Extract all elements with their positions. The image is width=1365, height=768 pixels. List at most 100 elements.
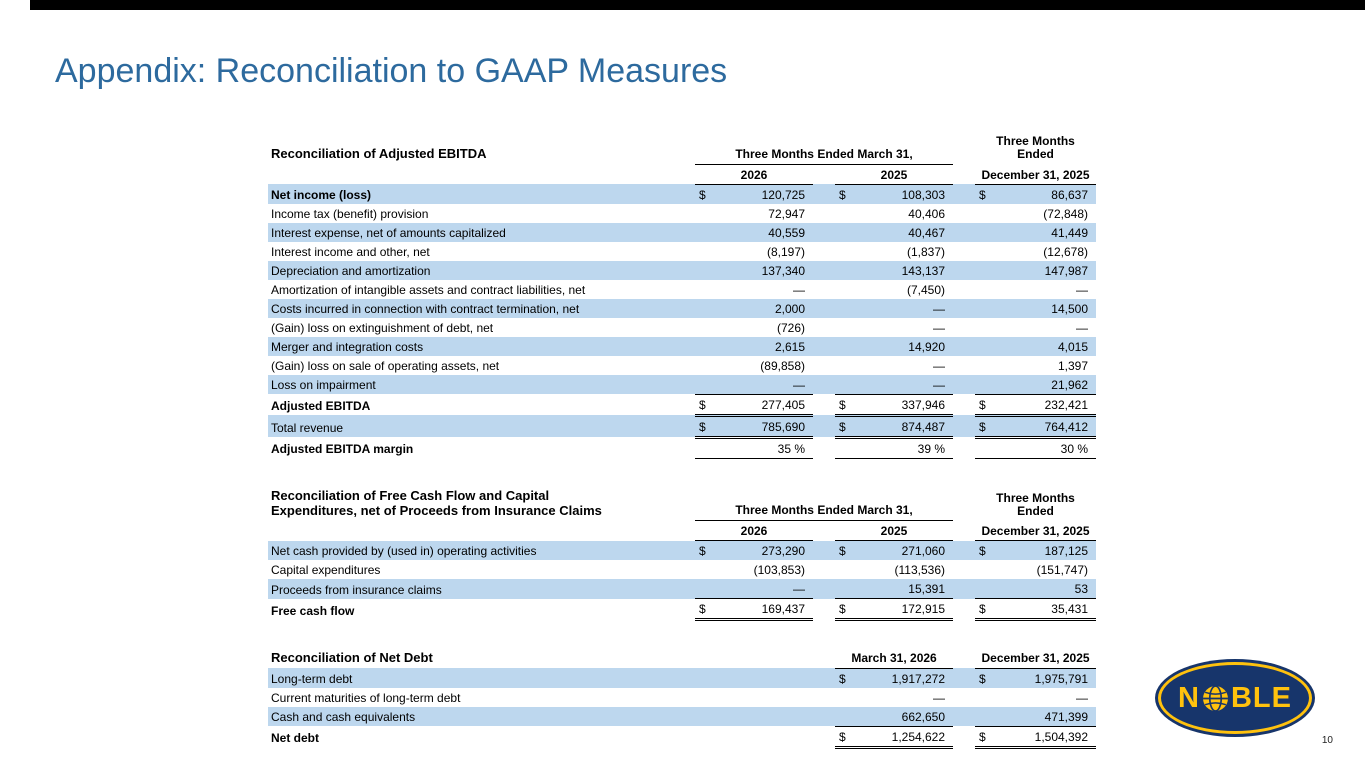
table-row: Amortization of intangible assets and co… — [268, 280, 1096, 299]
cell-value: 39 % — [835, 437, 953, 459]
cell-value: $337,946 — [835, 393, 953, 417]
cell-value: $187,125 — [975, 540, 1096, 560]
row-label: (Gain) loss on sale of operating assets,… — [271, 358, 500, 373]
table-row: (Gain) loss on sale of operating assets,… — [268, 356, 1096, 375]
currency-symbol: $ — [979, 419, 986, 434]
table-row: Loss on impairment — — 21,962 — [268, 374, 1096, 394]
cell-value: $172,915 — [835, 598, 953, 621]
currency-symbol: $ — [699, 187, 706, 202]
currency-symbol: $ — [699, 397, 706, 412]
cell-value: (72,848) — [1043, 206, 1088, 221]
column-group-header: Three Months Ended March 31, — [695, 132, 953, 165]
currency-symbol: $ — [979, 187, 986, 202]
row-label: Merger and integration costs — [268, 336, 695, 356]
cell-value: (726) — [776, 320, 805, 335]
cell-value: $277,405 — [695, 393, 813, 417]
cell-value: 471,399 — [975, 706, 1097, 727]
column-header: December 31, 2025 — [975, 647, 1097, 669]
cell-value: 1,397 — [1057, 358, 1088, 373]
currency-symbol: $ — [839, 671, 846, 686]
column-header: 2025 — [835, 164, 953, 185]
currency-symbol: $ — [979, 602, 986, 616]
column-header: December 31, 2025 — [975, 164, 1096, 185]
free-cash-flow-table: Reconciliation of Free Cash Flow and Cap… — [268, 484, 1096, 621]
page-title: Appendix: Reconciliation to GAAP Measure… — [55, 52, 728, 90]
table-row: Interest income and other, net (8,197) (… — [268, 242, 1096, 261]
cell-value: (1,837) — [906, 244, 945, 259]
table-title: Reconciliation of Free Cash Flow and Cap… — [271, 487, 602, 518]
cell-value: $86,637 — [975, 184, 1096, 204]
cell-value: 137,340 — [695, 260, 813, 280]
currency-symbol: $ — [839, 544, 846, 558]
table-row: Income tax (benefit) provision 72,947 40… — [268, 204, 1096, 223]
top-accent-bar — [30, 0, 1365, 10]
currency-symbol: $ — [839, 187, 846, 202]
cell-value: 2,615 — [695, 336, 813, 356]
noble-logo: N BLE — [1158, 662, 1312, 734]
table-title: Reconciliation of Net Debt — [271, 650, 433, 665]
row-label: Cash and cash equivalents — [268, 706, 836, 726]
row-label: Total revenue — [268, 415, 695, 437]
table-title: Reconciliation of Adjusted EBITDA — [271, 146, 487, 161]
row-label: Amortization of intangible assets and co… — [271, 282, 586, 297]
adjusted-ebitda-table: Reconciliation of Adjusted EBITDA Three … — [268, 132, 1096, 459]
cell-value: $764,412 — [975, 415, 1096, 439]
row-label: Current maturities of long-term debt — [271, 690, 461, 705]
table-row: (Gain) loss on extinguishment of debt, n… — [268, 318, 1096, 337]
table-row: Interest expense, net of amounts capital… — [268, 222, 1096, 242]
cell-value: (89,858) — [760, 358, 805, 373]
column-header: 2026 — [695, 520, 813, 541]
row-label: Income tax (benefit) provision — [271, 206, 429, 221]
row-label: Adjusted EBITDA margin — [271, 442, 414, 456]
cell-value: (7,450) — [906, 282, 945, 297]
currency-symbol: $ — [699, 544, 706, 558]
cell-value: — — [835, 374, 953, 394]
cell-value: (113,536) — [894, 563, 945, 577]
currency-symbol: $ — [839, 419, 846, 434]
cell-value: 14,500 — [975, 298, 1096, 318]
row-label: Net debt — [271, 731, 319, 745]
column-header: December 31, 2025 — [975, 520, 1096, 541]
cell-value: $35,431 — [975, 598, 1096, 621]
column-header-row: Reconciliation of Net Debt March 31, 202… — [268, 647, 1097, 669]
net-debt-table: Reconciliation of Net Debt March 31, 202… — [268, 647, 1097, 749]
currency-symbol: $ — [839, 602, 846, 616]
column-group-header-right: Three Months Ended — [996, 490, 1075, 518]
cell-value: 72,947 — [768, 206, 805, 221]
cell-value: $232,421 — [975, 393, 1096, 417]
cell-value: $1,975,791 — [975, 668, 1097, 688]
cell-value: $1,917,272 — [835, 668, 954, 688]
column-header: 2026 — [695, 164, 813, 185]
cell-value: 662,650 — [835, 706, 954, 727]
table-row: Capital expenditures (103,853) (113,536)… — [268, 560, 1096, 579]
table-row: Current maturities of long-term debt — — — [268, 688, 1096, 707]
currency-symbol: $ — [979, 671, 986, 686]
cell-value: $1,254,622 — [835, 726, 954, 749]
globe-icon — [1203, 684, 1228, 712]
page-number: 10 — [1321, 735, 1333, 746]
cell-value: 14,920 — [835, 336, 953, 356]
cell-value: — — [1076, 282, 1088, 297]
row-label: (Gain) loss on extinguishment of debt, n… — [271, 320, 494, 335]
row-label: Net cash provided by (used in) operating… — [268, 540, 695, 560]
column-header-row: 2026 2025 December 31, 2025 — [268, 164, 1096, 185]
currency-symbol: $ — [699, 602, 706, 616]
currency-symbol: $ — [839, 397, 846, 412]
cell-value: — — [1076, 690, 1089, 705]
table-row: Cash and cash equivalents 662,650 471,39… — [268, 706, 1097, 727]
column-header: 2025 — [835, 520, 953, 541]
cell-value: 40,467 — [835, 222, 953, 242]
cell-value: 4,015 — [975, 336, 1096, 356]
cell-value: — — [1076, 320, 1088, 335]
cell-value: (8,197) — [766, 244, 805, 259]
table-row: Adjusted EBITDA margin 35 % 39 % 30 % — [268, 437, 1096, 459]
cell-value: 147,987 — [975, 260, 1096, 280]
row-label: Adjusted EBITDA — [271, 399, 371, 413]
row-label: Free cash flow — [271, 603, 355, 618]
cell-value: 40,406 — [908, 206, 945, 221]
logo-text-ble: BLE — [1230, 681, 1292, 714]
row-label: Proceeds from insurance claims — [268, 579, 695, 599]
cell-value: — — [835, 298, 953, 318]
cell-value: $785,690 — [695, 415, 813, 439]
